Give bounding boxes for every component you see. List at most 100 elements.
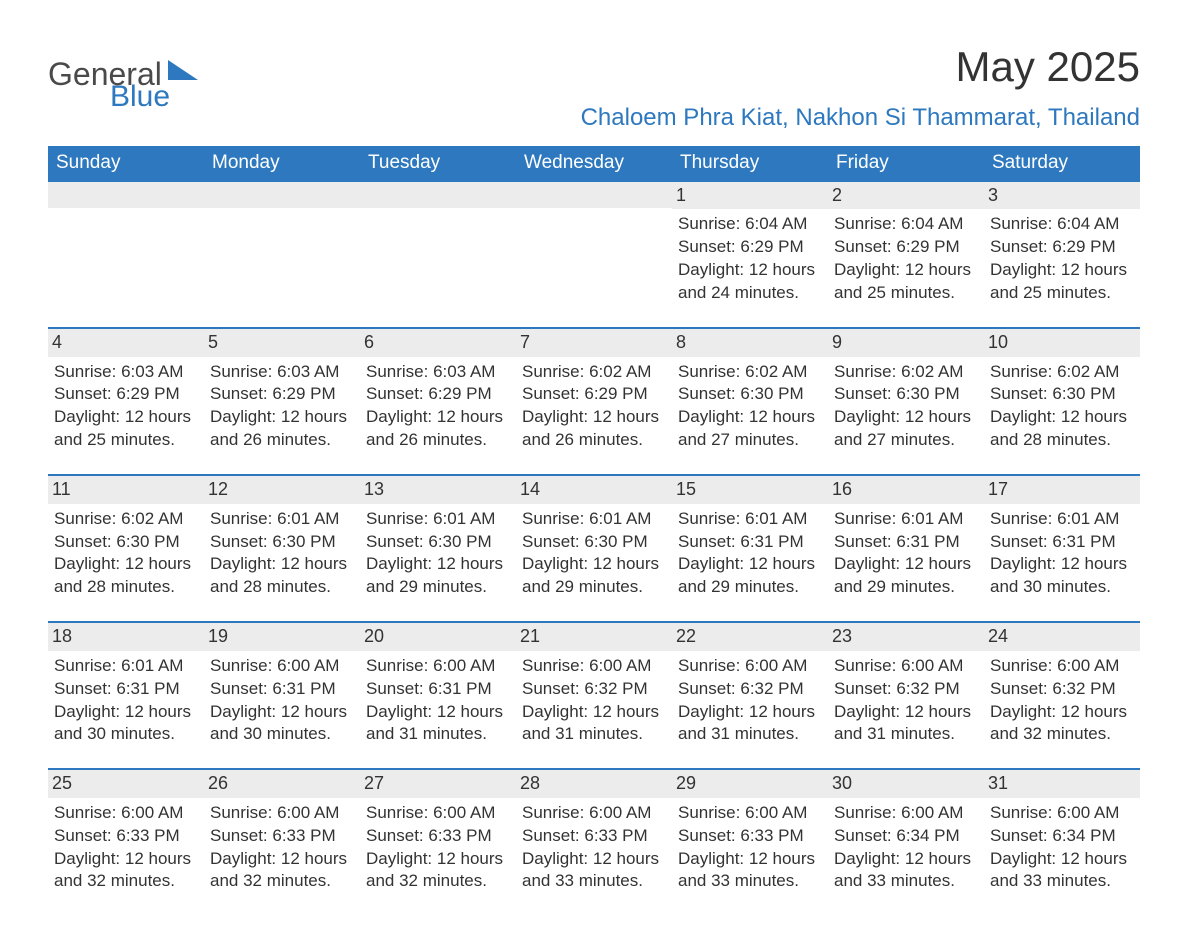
dow-monday: Monday: [204, 146, 360, 182]
dow-sunday: Sunday: [48, 146, 204, 182]
sunset-line: Sunset: 6:33 PM: [522, 825, 666, 848]
sunrise-line: Sunrise: 6:02 AM: [522, 361, 666, 384]
calendar-day-cell: 5Sunrise: 6:03 AMSunset: 6:29 PMDaylight…: [204, 327, 360, 474]
day-number: 15: [672, 474, 828, 503]
calendar-day-cell: 10Sunrise: 6:02 AMSunset: 6:30 PMDayligh…: [984, 327, 1140, 474]
sunrise-line: Sunrise: 6:00 AM: [366, 655, 510, 678]
day-number: 9: [828, 327, 984, 356]
calendar-page: General Blue May 2025 Chaloem Phra Kiat,…: [0, 0, 1188, 939]
calendar-day-cell: 30Sunrise: 6:00 AMSunset: 6:34 PMDayligh…: [828, 768, 984, 915]
calendar-day-cell: 13Sunrise: 6:01 AMSunset: 6:30 PMDayligh…: [360, 474, 516, 621]
daylight-line: Daylight: 12 hours and 29 minutes.: [522, 553, 666, 599]
day-number: 11: [48, 474, 204, 503]
sunset-line: Sunset: 6:34 PM: [990, 825, 1134, 848]
empty-day-bar: [48, 182, 204, 208]
daylight-line: Daylight: 12 hours and 32 minutes.: [210, 848, 354, 894]
daylight-line: Daylight: 12 hours and 33 minutes.: [678, 848, 822, 894]
calendar-day-cell: 6Sunrise: 6:03 AMSunset: 6:29 PMDaylight…: [360, 327, 516, 474]
daylight-line: Daylight: 12 hours and 31 minutes.: [522, 701, 666, 747]
sunrise-line: Sunrise: 6:03 AM: [54, 361, 198, 384]
calendar-day-cell: 18Sunrise: 6:01 AMSunset: 6:31 PMDayligh…: [48, 621, 204, 768]
daylight-line: Daylight: 12 hours and 26 minutes.: [210, 406, 354, 452]
sunrise-line: Sunrise: 6:04 AM: [990, 213, 1134, 236]
calendar-day-cell: 27Sunrise: 6:00 AMSunset: 6:33 PMDayligh…: [360, 768, 516, 915]
daylight-line: Daylight: 12 hours and 31 minutes.: [366, 701, 510, 747]
daylight-line: Daylight: 12 hours and 33 minutes.: [990, 848, 1134, 894]
daylight-line: Daylight: 12 hours and 30 minutes.: [210, 701, 354, 747]
day-number: 19: [204, 621, 360, 650]
sunset-line: Sunset: 6:31 PM: [678, 531, 822, 554]
sunset-line: Sunset: 6:31 PM: [210, 678, 354, 701]
logo-triangle-icon: [168, 58, 198, 84]
day-number: 24: [984, 621, 1140, 650]
daylight-line: Daylight: 12 hours and 31 minutes.: [678, 701, 822, 747]
day-number: 29: [672, 768, 828, 797]
daylight-line: Daylight: 12 hours and 27 minutes.: [834, 406, 978, 452]
calendar-day-cell: 25Sunrise: 6:00 AMSunset: 6:33 PMDayligh…: [48, 768, 204, 915]
calendar-day-cell: 3Sunrise: 6:04 AMSunset: 6:29 PMDaylight…: [984, 182, 1140, 327]
daylight-line: Daylight: 12 hours and 30 minutes.: [990, 553, 1134, 599]
calendar-day-cell: 31Sunrise: 6:00 AMSunset: 6:34 PMDayligh…: [984, 768, 1140, 915]
sunset-line: Sunset: 6:29 PM: [54, 383, 198, 406]
calendar-day-cell: 4 Sunrise: 6:03 AMSunset: 6:29 PMDaylight…: [48, 327, 204, 474]
day-number: 6: [360, 327, 516, 356]
sunrise-line: Sunrise: 6:01 AM: [678, 508, 822, 531]
day-number: 4: [48, 327, 204, 356]
daylight-line: Daylight: 12 hours and 31 minutes.: [834, 701, 978, 747]
calendar-week-row: 18Sunrise: 6:01 AMSunset: 6:31 PMDayligh…: [48, 621, 1140, 768]
daylight-line: Daylight: 12 hours and 30 minutes.: [54, 701, 198, 747]
dow-wednesday: Wednesday: [516, 146, 672, 182]
dow-saturday: Saturday: [984, 146, 1140, 182]
logo-word-blue: Blue: [110, 82, 198, 112]
day-number: 3: [984, 182, 1140, 209]
sunset-line: Sunset: 6:29 PM: [522, 383, 666, 406]
sunset-line: Sunset: 6:31 PM: [54, 678, 198, 701]
daylight-line: Daylight: 12 hours and 29 minutes.: [834, 553, 978, 599]
sunset-line: Sunset: 6:30 PM: [210, 531, 354, 554]
sunrise-line: Sunrise: 6:03 AM: [366, 361, 510, 384]
brand-logo: General Blue: [48, 44, 198, 112]
daylight-line: Daylight: 12 hours and 24 minutes.: [678, 259, 822, 305]
dow-thursday: Thursday: [672, 146, 828, 182]
sunset-line: Sunset: 6:30 PM: [54, 531, 198, 554]
sunrise-line: Sunrise: 6:00 AM: [678, 802, 822, 825]
sunset-line: Sunset: 6:33 PM: [678, 825, 822, 848]
sunset-line: Sunset: 6:32 PM: [834, 678, 978, 701]
sunrise-line: Sunrise: 6:01 AM: [210, 508, 354, 531]
calendar-day-cell: [48, 182, 204, 327]
day-number: 30: [828, 768, 984, 797]
calendar-day-cell: 15Sunrise: 6:01 AMSunset: 6:31 PMDayligh…: [672, 474, 828, 621]
day-number: 14: [516, 474, 672, 503]
daylight-line: Daylight: 12 hours and 28 minutes.: [210, 553, 354, 599]
daylight-line: Daylight: 12 hours and 26 minutes.: [522, 406, 666, 452]
calendar-day-cell: 20Sunrise: 6:00 AMSunset: 6:31 PMDayligh…: [360, 621, 516, 768]
sunrise-line: Sunrise: 6:00 AM: [54, 802, 198, 825]
day-number: 22: [672, 621, 828, 650]
calendar-day-cell: 24Sunrise: 6:00 AMSunset: 6:32 PMDayligh…: [984, 621, 1140, 768]
sunrise-line: Sunrise: 6:00 AM: [210, 802, 354, 825]
month-title: May 2025: [581, 44, 1140, 90]
calendar-day-cell: 1Sunrise: 6:04 AMSunset: 6:29 PMDaylight…: [672, 182, 828, 327]
day-number: 5: [204, 327, 360, 356]
calendar-day-cell: 21Sunrise: 6:00 AMSunset: 6:32 PMDayligh…: [516, 621, 672, 768]
day-of-week-header-row: Sunday Monday Tuesday Wednesday Thursday…: [48, 146, 1140, 182]
day-number: 8: [672, 327, 828, 356]
sunrise-line: Sunrise: 6:00 AM: [990, 655, 1134, 678]
day-number: 20: [360, 621, 516, 650]
calendar-day-cell: 14Sunrise: 6:01 AMSunset: 6:30 PMDayligh…: [516, 474, 672, 621]
calendar-day-cell: 23Sunrise: 6:00 AMSunset: 6:32 PMDayligh…: [828, 621, 984, 768]
daylight-line: Daylight: 12 hours and 25 minutes.: [54, 406, 198, 452]
sunrise-line: Sunrise: 6:02 AM: [678, 361, 822, 384]
calendar-day-cell: 19Sunrise: 6:00 AMSunset: 6:31 PMDayligh…: [204, 621, 360, 768]
calendar-week-row: 1Sunrise: 6:04 AMSunset: 6:29 PMDaylight…: [48, 182, 1140, 327]
day-number: 17: [984, 474, 1140, 503]
calendar-day-cell: [360, 182, 516, 327]
day-number: 16: [828, 474, 984, 503]
sunrise-line: Sunrise: 6:01 AM: [990, 508, 1134, 531]
sunset-line: Sunset: 6:30 PM: [366, 531, 510, 554]
day-number: 10: [984, 327, 1140, 356]
sunrise-line: Sunrise: 6:00 AM: [366, 802, 510, 825]
sunset-line: Sunset: 6:32 PM: [678, 678, 822, 701]
calendar-day-cell: 28Sunrise: 6:00 AMSunset: 6:33 PMDayligh…: [516, 768, 672, 915]
calendar-body: 1Sunrise: 6:04 AMSunset: 6:29 PMDaylight…: [48, 182, 1140, 915]
